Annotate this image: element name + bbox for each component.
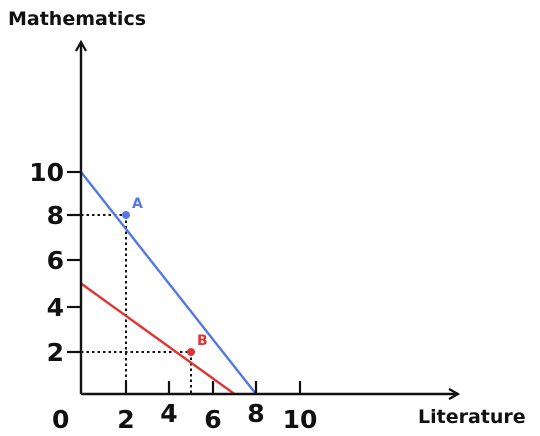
point-marker [187,348,195,356]
y-tick-label: 6 [47,246,64,275]
y-tick-label: 8 [47,201,64,230]
point-marker [122,211,130,219]
x-tick-label: 4 [160,399,177,428]
x-tick-label: 2 [117,405,134,434]
labeled-points: AB [122,196,208,356]
y-axis-title: Mathematics [8,8,146,30]
y-tick-label: 10 [29,158,64,187]
x-axis-title: Literature [418,406,526,428]
y-tick-label: 4 [47,293,64,322]
point-label: A [132,196,143,212]
budget-line [80,171,257,395]
guide-lines [81,214,192,394]
x-tick-label: 6 [204,405,221,434]
series-lines [80,171,257,395]
origin-label: 0 [52,405,69,434]
x-tick-label: 10 [283,405,318,434]
point-label: B [197,333,208,349]
budget-line [80,282,236,395]
y-ticks: 2 4 6 8 10 [29,158,81,367]
x-ticks: 2 4 6 8 10 [117,381,317,434]
x-tick-label: 8 [247,399,264,428]
y-tick-label: 2 [47,338,64,367]
